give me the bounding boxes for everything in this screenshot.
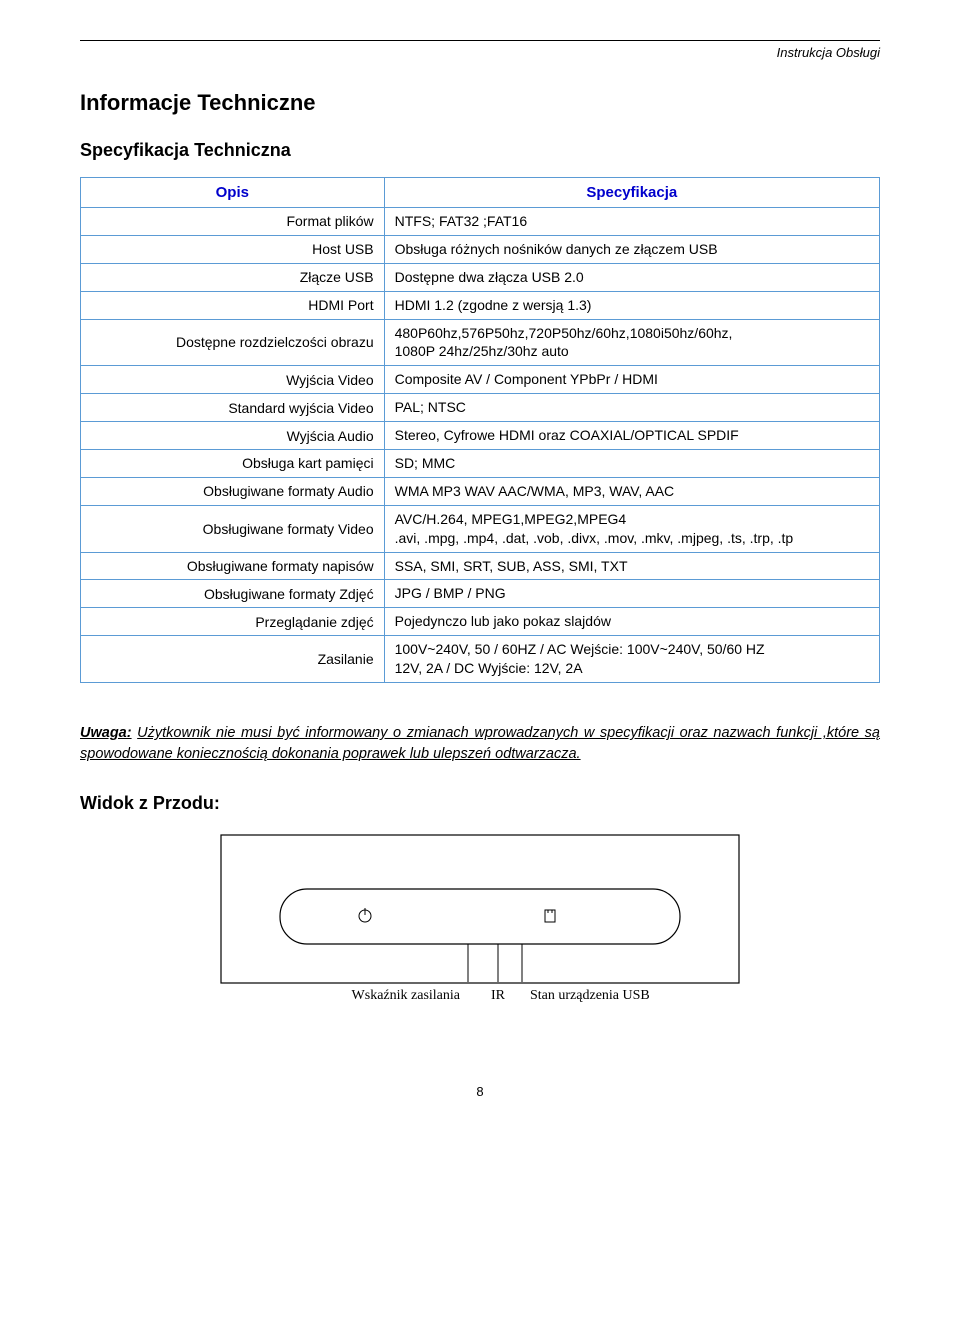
table-cell-value: Dostępne dwa złącza USB 2.0 — [384, 263, 879, 291]
table-cell-label: Wyjścia Audio — [81, 422, 385, 450]
table-row: Przeglądanie zdjęćPojedynczo lub jako po… — [81, 608, 880, 636]
table-row: Obsługiwane formaty napisówSSA, SMI, SRT… — [81, 552, 880, 580]
diagram-caption-ir: IR — [491, 988, 506, 1003]
table-row: Zasilanie100V~240V, 50 / 60HZ / AC Wejśc… — [81, 636, 880, 683]
table-header-spec: Specyfikacja — [384, 178, 879, 208]
page-number: 8 — [80, 1084, 880, 1099]
table-cell-label: Host USB — [81, 235, 385, 263]
table-row: Wyjścia VideoComposite AV / Component YP… — [81, 366, 880, 394]
table-cell-value: HDMI 1.2 (zgodne z wersją 1.3) — [384, 291, 879, 319]
table-cell-value: Obsługa różnych nośników danych ze złącz… — [384, 235, 879, 263]
table-cell-value: SD; MMC — [384, 450, 879, 478]
table-row: Złącze USBDostępne dwa złącza USB 2.0 — [81, 263, 880, 291]
table-cell-value: WMA MP3 WAV AAC/WMA, MP3, WAV, AAC — [384, 477, 879, 505]
diagram-caption-usb: Stan urządzenia USB — [530, 988, 650, 1003]
table-cell-label: Zasilanie — [81, 636, 385, 683]
table-cell-value: 480P60hz,576P50hz,720P50hz/60hz,1080i50h… — [384, 319, 879, 366]
table-cell-label: Wyjścia Video — [81, 366, 385, 394]
table-row: Standard wyjścia VideoPAL; NTSC — [81, 394, 880, 422]
page-title: Informacje Techniczne — [80, 90, 880, 116]
table-cell-value: AVC/H.264, MPEG1,MPEG2,MPEG4.avi, .mpg, … — [384, 505, 879, 552]
table-cell-label: Obsługiwane formaty Video — [81, 505, 385, 552]
table-row: Obsługiwane formaty AudioWMA MP3 WAV AAC… — [81, 477, 880, 505]
table-header-opis: Opis — [81, 178, 385, 208]
note-body: Użytkownik nie musi być informowany o zm… — [80, 725, 880, 762]
table-row: HDMI PortHDMI 1.2 (zgodne z wersją 1.3) — [81, 291, 880, 319]
table-row: Dostępne rozdzielczości obrazu480P60hz,5… — [81, 319, 880, 366]
header-rule — [80, 40, 880, 41]
table-cell-value: Pojedynczo lub jako pokaz slajdów — [384, 608, 879, 636]
note-paragraph: Uwaga: Użytkownik nie musi być informowa… — [80, 723, 880, 765]
table-row: Obsługiwane formaty ZdjęćJPG / BMP / PNG — [81, 580, 880, 608]
spec-table: Opis Specyfikacja Format plikówNTFS; FAT… — [80, 177, 880, 683]
running-title: Instrukcja Obsługi — [80, 45, 880, 60]
table-cell-value: 100V~240V, 50 / 60HZ / AC Wejście: 100V~… — [384, 636, 879, 683]
table-row: Wyjścia AudioStereo, Cyfrowe HDMI oraz C… — [81, 422, 880, 450]
table-cell-value: Composite AV / Component YPbPr / HDMI — [384, 366, 879, 394]
table-cell-label: Obsługiwane formaty Zdjęć — [81, 580, 385, 608]
table-cell-label: HDMI Port — [81, 291, 385, 319]
table-cell-label: Format plików — [81, 208, 385, 236]
section-front-title: Widok z Przodu: — [80, 793, 880, 814]
table-cell-label: Obsługa kart pamięci — [81, 450, 385, 478]
table-cell-label: Przeglądanie zdjęć — [81, 608, 385, 636]
table-row: Host USBObsługa różnych nośników danych … — [81, 235, 880, 263]
table-row: Obsługa kart pamięciSD; MMC — [81, 450, 880, 478]
table-cell-value: SSA, SMI, SRT, SUB, ASS, SMI, TXT — [384, 552, 879, 580]
table-cell-label: Dostępne rozdzielczości obrazu — [81, 319, 385, 366]
table-cell-value: JPG / BMP / PNG — [384, 580, 879, 608]
front-diagram: Wskaźnik zasilania IR Stan urządzenia USB — [80, 834, 880, 1024]
table-row: Obsługiwane formaty VideoAVC/H.264, MPEG… — [81, 505, 880, 552]
table-row: Format plikówNTFS; FAT32 ;FAT16 — [81, 208, 880, 236]
note-lead: Uwaga: — [80, 725, 132, 741]
table-cell-label: Standard wyjścia Video — [81, 394, 385, 422]
table-cell-label: Złącze USB — [81, 263, 385, 291]
table-cell-label: Obsługiwane formaty Audio — [81, 477, 385, 505]
table-cell-label: Obsługiwane formaty napisów — [81, 552, 385, 580]
table-cell-value: PAL; NTSC — [384, 394, 879, 422]
table-cell-value: NTFS; FAT32 ;FAT16 — [384, 208, 879, 236]
table-cell-value: Stereo, Cyfrowe HDMI oraz COAXIAL/OPTICA… — [384, 422, 879, 450]
section-spec-title: Specyfikacja Techniczna — [80, 140, 880, 161]
diagram-caption-power: Wskaźnik zasilania — [352, 988, 461, 1003]
